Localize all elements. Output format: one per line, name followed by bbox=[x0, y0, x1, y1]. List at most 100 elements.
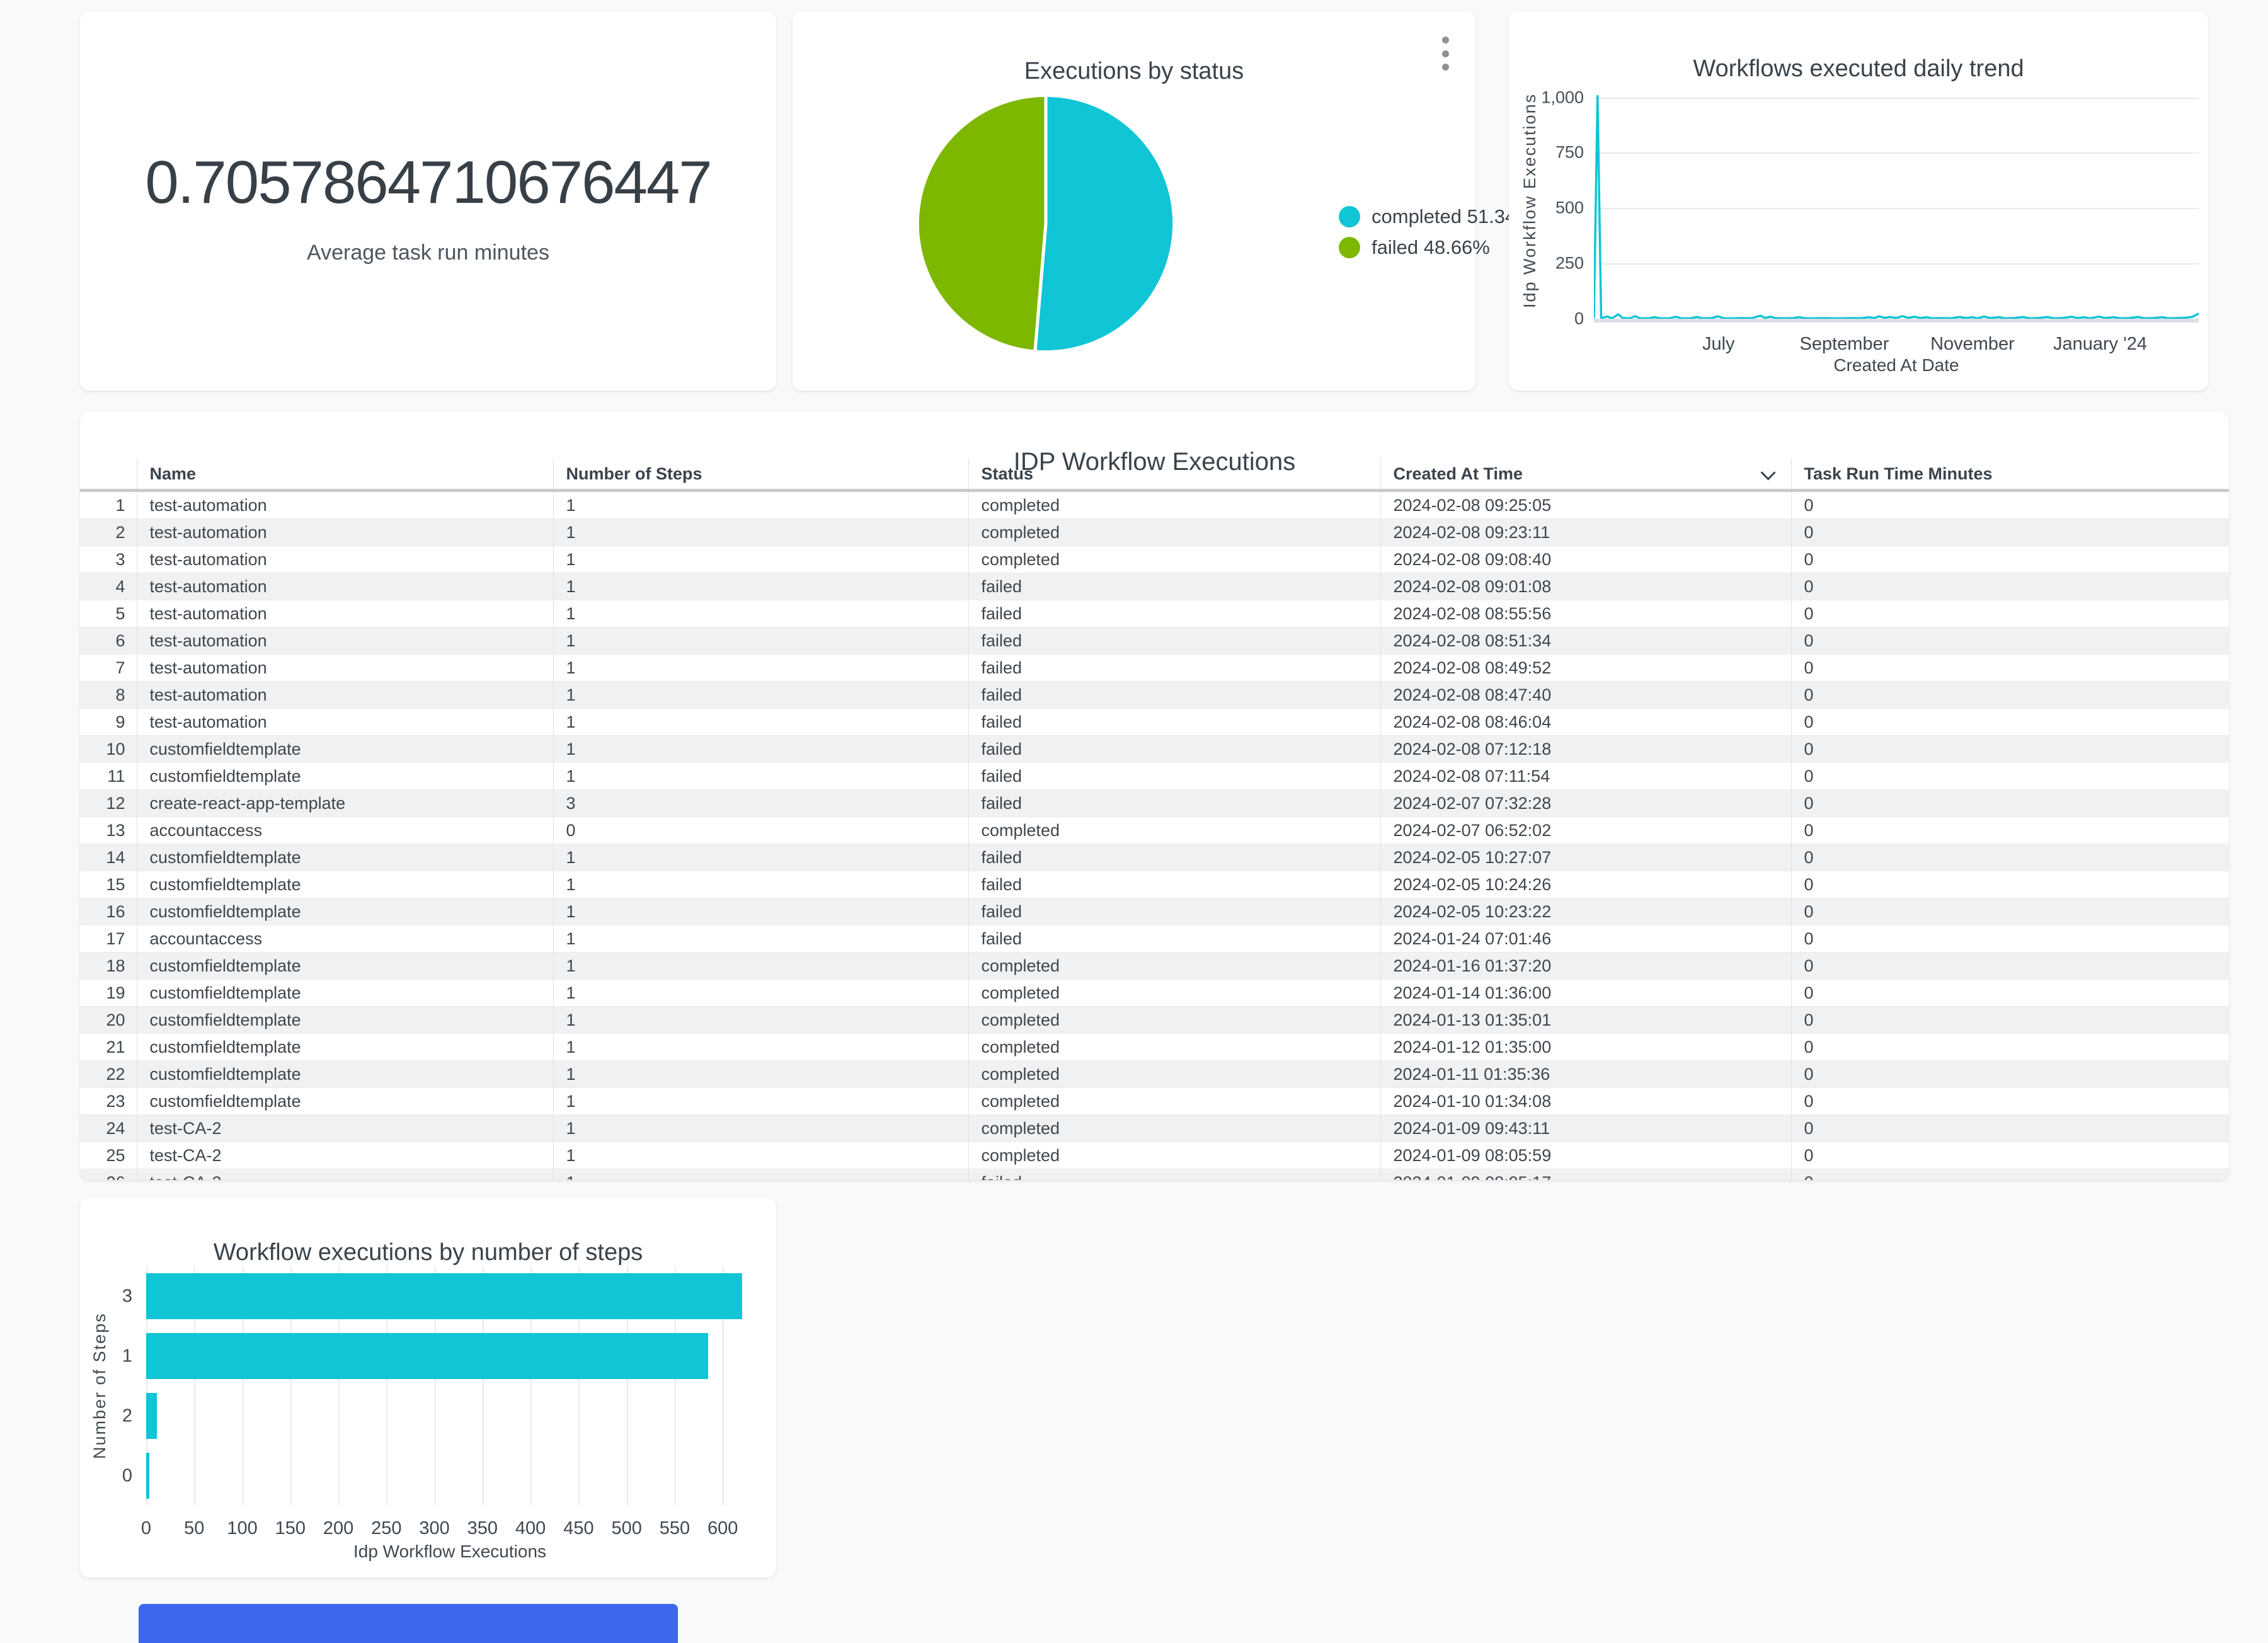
table-row[interactable]: 20 customfieldtemplate 1 completed 2024-01-1… bbox=[80, 1006, 2229, 1034]
table-row[interactable]: 4 test-automation 1 failed 2024-02-08 09:01:… bbox=[80, 573, 2229, 600]
column-header-created[interactable]: Created At Time bbox=[1380, 459, 1791, 491]
bar-gridline bbox=[578, 1266, 580, 1506]
table-cell: completed bbox=[968, 1142, 1380, 1169]
table-cell: 0 bbox=[1790, 844, 2229, 871]
kebab-menu-icon[interactable] bbox=[1431, 33, 1459, 74]
pie-slice-completed[interactable] bbox=[1033, 93, 1176, 354]
table-cell: 1 bbox=[553, 952, 968, 980]
table-cell: failed bbox=[968, 627, 1380, 655]
table-row[interactable]: 23 customfieldtemplate 1 completed 2024-01-1… bbox=[80, 1087, 2229, 1115]
pie-chart-card[interactable]: Executions by status completed 51.34% fa… bbox=[793, 11, 1533, 391]
chevron-down-sort-desc-icon[interactable] bbox=[1760, 464, 1776, 480]
row-index-cell: 22 bbox=[106, 1064, 125, 1084]
legend-item-failed[interactable]: failed 48.66% bbox=[1339, 236, 1533, 259]
row-index-cell: 15 bbox=[106, 874, 125, 894]
table-cell: 0 bbox=[1790, 1169, 2229, 1180]
table-row[interactable]: 21 customfieldtemplate 1 completed 2024-01-1… bbox=[80, 1033, 2229, 1061]
bar-steps-1[interactable] bbox=[146, 1333, 709, 1379]
table-cell: 0 bbox=[1790, 735, 2229, 763]
pie-slice-failed[interactable] bbox=[915, 93, 1048, 353]
table-cell: completed bbox=[968, 1114, 1380, 1142]
line-gridline bbox=[1594, 152, 2199, 154]
bar-gridline bbox=[194, 1266, 196, 1506]
table-cell: 2024-02-08 09:23:11 bbox=[1380, 518, 1791, 546]
table-cell: 2024-01-14 01:36:00 bbox=[1380, 979, 1791, 1007]
bar-gridline bbox=[434, 1266, 436, 1506]
table-row[interactable]: 25 test-CA-2 1 completed 2024-01-09 08:05:59… bbox=[80, 1142, 2229, 1169]
line-y-tick: 500 bbox=[1555, 198, 1584, 217]
table-cell: test-automation bbox=[136, 708, 553, 736]
table-row[interactable]: 22 customfieldtemplate 1 completed 2024-01-1… bbox=[80, 1060, 2229, 1088]
table-row[interactable]: 10 customfieldtemplate 1 failed 2024-02-08 0… bbox=[80, 735, 2229, 763]
column-header-taskrun[interactable]: Task Run Time Minutes bbox=[1790, 459, 2229, 491]
row-index-cell: 13 bbox=[106, 820, 125, 840]
bar-gridline bbox=[723, 1266, 724, 1506]
table-cell: 1 bbox=[553, 1060, 968, 1088]
table-cell: 1 bbox=[553, 1006, 968, 1034]
table-cell: create-react-app-template bbox=[136, 789, 553, 817]
table-row[interactable]: 11 customfieldtemplate 1 failed 2024-02-08 0… bbox=[80, 762, 2229, 790]
table-row[interactable]: 24 test-CA-2 1 completed 2024-01-09 09:43:11… bbox=[80, 1114, 2229, 1142]
table-cell: 1 bbox=[553, 871, 968, 898]
table-row[interactable]: 18 customfieldtemplate 1 completed 2024-01-1… bbox=[80, 952, 2229, 980]
table-cell: 1 bbox=[553, 898, 968, 925]
table-cell: completed bbox=[968, 979, 1380, 1007]
bar-x-tick: 150 bbox=[275, 1518, 306, 1538]
table-cell: 1 bbox=[553, 1087, 968, 1115]
table-row[interactable]: 7 test-automation 1 failed 2024-02-08 08:49:… bbox=[80, 654, 2229, 682]
table-cell: test-automation bbox=[136, 490, 553, 519]
column-header-status[interactable]: Status bbox=[968, 459, 1380, 491]
line-chart-card[interactable]: Workflows executed daily trend Idp Workf… bbox=[1509, 11, 2208, 391]
legend-item-completed[interactable]: completed 51.34% bbox=[1339, 205, 1533, 228]
bottom-blue-bar bbox=[139, 1604, 678, 1643]
column-header-name[interactable]: Name bbox=[136, 459, 553, 491]
table-cell: failed bbox=[968, 844, 1380, 871]
table-row[interactable]: 12 create-react-app-template 3 failed 2024-0… bbox=[80, 789, 2229, 817]
table-cell: 0 bbox=[1790, 952, 2229, 980]
table-row[interactable]: 8 test-automation 1 failed 2024-02-08 08:47:… bbox=[80, 681, 2229, 709]
table-row[interactable]: 13 accountaccess 0 completed 2024-02-07 06:5… bbox=[80, 816, 2229, 844]
table-cell: 3 bbox=[553, 789, 968, 817]
table-cell: 2024-02-08 08:47:40 bbox=[1380, 681, 1791, 709]
table-row[interactable]: 26test-CA-21failed2024-01-09 08:05:170 bbox=[80, 1169, 2229, 1180]
column-header-index bbox=[80, 459, 137, 491]
table-row[interactable]: 19 customfieldtemplate 1 completed 2024-01-1… bbox=[80, 979, 2229, 1007]
table-row[interactable]: 1 test-automation 1 completed 2024-02-08 09:… bbox=[80, 490, 2229, 519]
table-row[interactable]: 15 customfieldtemplate 1 failed 2024-02-05 1… bbox=[80, 871, 2229, 898]
table-row[interactable]: 3 test-automation 1 completed 2024-02-08 09:… bbox=[80, 546, 2229, 573]
bar-gridline bbox=[482, 1266, 484, 1506]
table-row[interactable]: 14 customfieldtemplate 1 failed 2024-02-05 1… bbox=[80, 844, 2229, 871]
table-row[interactable]: 16 customfieldtemplate 1 failed 2024-02-05 1… bbox=[80, 898, 2229, 925]
table-row[interactable]: 5 test-automation 1 failed 2024-02-08 08:55:… bbox=[80, 600, 2229, 627]
table-cell: 0 bbox=[1790, 627, 2229, 655]
row-index-cell: 2 bbox=[115, 522, 125, 542]
row-index-cell: 5 bbox=[115, 604, 125, 623]
table-cell: 2024-02-08 08:46:04 bbox=[1380, 708, 1791, 736]
table-cell: test-automation bbox=[136, 600, 553, 627]
row-index-cell: 24 bbox=[106, 1118, 125, 1138]
bar-chart-card[interactable]: Workflow executions by number of steps N… bbox=[80, 1198, 776, 1577]
row-index-cell: 25 bbox=[106, 1145, 125, 1165]
bar-x-tick: 500 bbox=[611, 1518, 642, 1538]
table-cell: completed bbox=[968, 816, 1380, 844]
bar-x-tick: 250 bbox=[371, 1518, 402, 1538]
bar-y-axis-label: Number of Steps bbox=[90, 1312, 109, 1460]
column-header-steps[interactable]: Number of Steps bbox=[553, 459, 968, 491]
scorecard-card[interactable]: 0.7057864710676447 Average task run minu… bbox=[80, 11, 776, 391]
table-cell: 0 bbox=[1790, 708, 2229, 736]
table-row[interactable]: 2 test-automation 1 completed 2024-02-08 09:… bbox=[80, 518, 2229, 546]
table-card[interactable]: IDP Workflow Executions Name Number of S… bbox=[80, 412, 2229, 1180]
table-cell: 0 bbox=[1790, 816, 2229, 844]
bar-steps-2[interactable] bbox=[146, 1393, 157, 1439]
table-cell: 0 bbox=[1790, 1006, 2229, 1034]
table-row[interactable]: 9 test-automation 1 failed 2024-02-08 08:46:… bbox=[80, 708, 2229, 736]
table-row[interactable]: 6 test-automation 1 failed 2024-02-08 08:51:… bbox=[80, 627, 2229, 655]
table-cell: failed bbox=[968, 871, 1380, 898]
table-cell: 2024-01-09 09:43:11 bbox=[1380, 1114, 1791, 1142]
table-cell: customfieldtemplate bbox=[136, 762, 553, 790]
table-cell: 2024-02-07 07:32:28 bbox=[1380, 789, 1791, 817]
bar-steps-0[interactable] bbox=[146, 1453, 149, 1499]
table-cell: accountaccess bbox=[136, 925, 553, 953]
bar-steps-3[interactable] bbox=[146, 1273, 742, 1319]
table-row[interactable]: 17 accountaccess 1 failed 2024-01-24 07:01:4… bbox=[80, 925, 2229, 953]
